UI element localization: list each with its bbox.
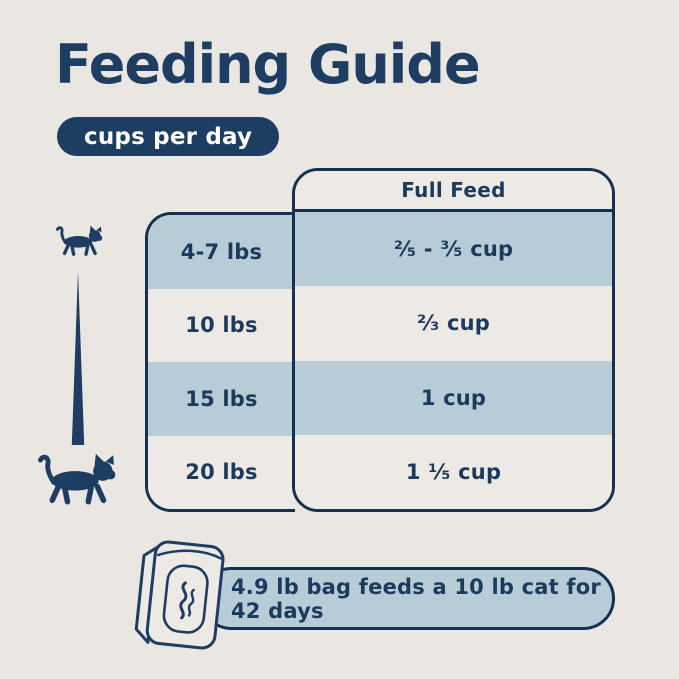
amount-value: 1 ¹⁄₅ cup — [405, 459, 502, 484]
weight-rows: 4-7 lbs 10 lbs 15 lbs 20 lbs — [148, 215, 295, 509]
table-row-weight-1: 4-7 lbs — [148, 215, 295, 289]
table-row-amount-4: 1 ¹⁄₅ cup — [295, 434, 612, 509]
table-row-amount-2: ²⁄₃ cup — [295, 286, 612, 361]
table-row-weight-2: 10 lbs — [148, 288, 295, 362]
food-bag-icon — [134, 540, 225, 650]
full-feed-panel: Full Feed ²⁄₅ - ³⁄₅ cup ²⁄₃ cup 1 cup 1 … — [292, 168, 615, 512]
weight-column-panel: 4-7 lbs 10 lbs 15 lbs 20 lbs — [145, 212, 295, 512]
column-header: Full Feed — [295, 171, 612, 212]
weight-label: 15 lbs — [185, 386, 258, 411]
amount-rows: ²⁄₅ - ³⁄₅ cup ²⁄₃ cup 1 cup 1 ¹⁄₅ cup — [295, 212, 612, 509]
table-row-weight-3: 15 lbs — [148, 362, 295, 436]
bag-feeds-note-banner: 4.9 lb bag feeds a 10 lb cat for 42 days — [200, 567, 615, 630]
table-row-amount-1: ²⁄₅ - ³⁄₅ cup — [295, 212, 612, 287]
weight-label: 20 lbs — [185, 460, 258, 485]
table-row-amount-3: 1 cup — [295, 360, 612, 435]
amount-value: ²⁄₅ - ³⁄₅ cup — [393, 237, 514, 262]
amount-value: 1 cup — [420, 385, 487, 410]
table-row-weight-4: 20 lbs — [148, 435, 295, 509]
small-cat-silhouette-icon — [56, 225, 103, 256]
large-cat-silhouette-icon — [38, 453, 116, 505]
bag-window — [162, 564, 209, 634]
bag-feeds-note-text: 4.9 lb bag feeds a 10 lb cat for 42 days — [231, 574, 601, 623]
size-scale-wedge-icon — [71, 271, 85, 445]
steam-swirl-icon — [179, 581, 195, 620]
weight-label: 4-7 lbs — [180, 239, 263, 264]
amount-value: ²⁄₃ cup — [416, 311, 491, 336]
badge-label: cups per day — [84, 123, 253, 150]
page-title: Feeding Guide — [55, 33, 481, 96]
weight-label: 10 lbs — [185, 313, 258, 338]
cups-per-day-badge: cups per day — [57, 117, 280, 156]
column-header-label: Full Feed — [401, 178, 506, 202]
